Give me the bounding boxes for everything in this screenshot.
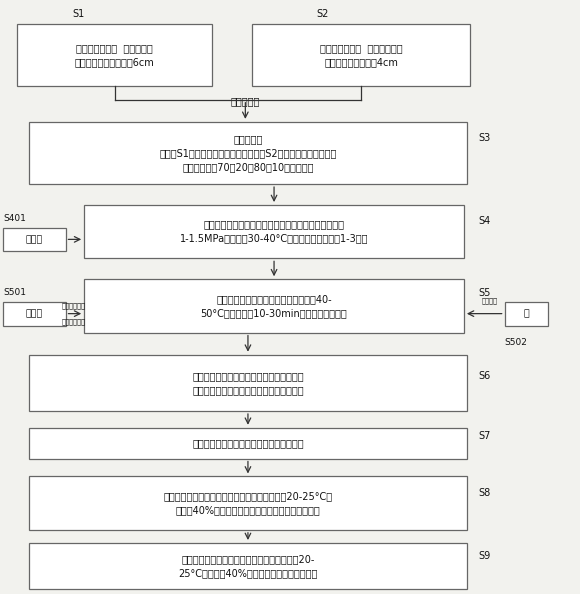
- FancyBboxPatch shape: [29, 355, 467, 411]
- Text: 获取：收集颗粒状或者块状生物质燃料成品: 获取：收集颗粒状或者块状生物质燃料成品: [192, 438, 304, 448]
- Text: S502: S502: [505, 339, 527, 347]
- Text: 混合阶段：
将步骤S1中粉碎得到的玉米秸秆和步骤S2中得到的大豆秸秆按照
重力百分比为70：20至80：10的比例混合: 混合阶段： 将步骤S1中粉碎得到的玉米秸秆和步骤S2中得到的大豆秸秆按照 重力百…: [160, 134, 336, 172]
- Text: 保存：包装之后直接运输使用，或者在温度为20-
25°C，湿度为40%以下的环境中通风阴干保存: 保存：包装之后直接运输使用，或者在温度为20- 25°C，湿度为40%以下的环境…: [178, 554, 318, 578]
- Text: 挤压成形：保持挤压筒内的温度保持在40-
50°C之间，挤压10-30min，对秸秆进行成型: 挤压成形：保持挤压筒内的温度保持在40- 50°C之间，挤压10-30min，对…: [201, 294, 347, 318]
- FancyBboxPatch shape: [84, 205, 464, 258]
- Text: S9: S9: [478, 551, 491, 561]
- FancyBboxPatch shape: [505, 302, 548, 326]
- FancyBboxPatch shape: [3, 302, 66, 326]
- FancyBboxPatch shape: [17, 24, 212, 86]
- Text: S7: S7: [478, 431, 491, 441]
- Text: 其内均匀加入: 其内均匀加入: [61, 318, 86, 325]
- Text: 粉碎大豆秸秆：  保证其最长的
大豆秸秆长度不长于4cm: 粉碎大豆秸秆： 保证其最长的 大豆秸秆长度不长于4cm: [320, 43, 403, 67]
- Text: S501: S501: [3, 288, 26, 297]
- FancyBboxPatch shape: [29, 428, 467, 459]
- Text: 重量比混合: 重量比混合: [231, 96, 260, 106]
- Text: 催熟剂: 催熟剂: [26, 235, 43, 244]
- FancyBboxPatch shape: [3, 228, 66, 251]
- FancyBboxPatch shape: [252, 24, 470, 86]
- Text: 切割：将挤压成形的秸秆，切割成为柱状或
者片状颗粒，或者切割成为柱状或者片状块: 切割：将挤压成形的秸秆，切割成为柱状或 者片状颗粒，或者切割成为柱状或者片状块: [192, 371, 304, 395]
- FancyBboxPatch shape: [29, 476, 467, 530]
- Text: S8: S8: [478, 488, 491, 498]
- Text: S401: S401: [3, 214, 26, 223]
- Text: S2: S2: [316, 9, 328, 19]
- Text: S5: S5: [478, 288, 491, 298]
- FancyBboxPatch shape: [29, 122, 467, 184]
- Text: S4: S4: [478, 216, 491, 226]
- Text: 粉碎玉米秸秆：  保证其最长
的玉米秸秆长度不长于6cm: 粉碎玉米秸秆： 保证其最长 的玉米秸秆长度不长于6cm: [75, 43, 154, 67]
- Text: S3: S3: [478, 132, 491, 143]
- Text: 水: 水: [524, 309, 529, 318]
- Text: 粘合剂: 粘合剂: [26, 309, 43, 318]
- Text: 加压加热：将上述混合物置于压力机内，并且在压力为
1-1.5MPa、温度为30-40°C的环境下，加压加热1-3小时: 加压加热：将上述混合物置于压力机内，并且在压力为 1-1.5MPa、温度为30-…: [180, 220, 368, 244]
- Text: 包装：将颗粒状或者块状生物质燃料置于温度为20-25°C，
湿度为40%以下的环境中通风阴干，并将其包装成袋: 包装：将颗粒状或者块状生物质燃料置于温度为20-25°C， 湿度为40%以下的环…: [164, 491, 332, 515]
- FancyBboxPatch shape: [29, 543, 467, 589]
- Text: S6: S6: [478, 371, 491, 381]
- Text: S1: S1: [72, 9, 85, 19]
- Text: 从挤压筒外向: 从挤压筒外向: [61, 302, 86, 309]
- FancyBboxPatch shape: [84, 279, 464, 333]
- Text: 雾状喷入: 雾状喷入: [482, 298, 498, 304]
